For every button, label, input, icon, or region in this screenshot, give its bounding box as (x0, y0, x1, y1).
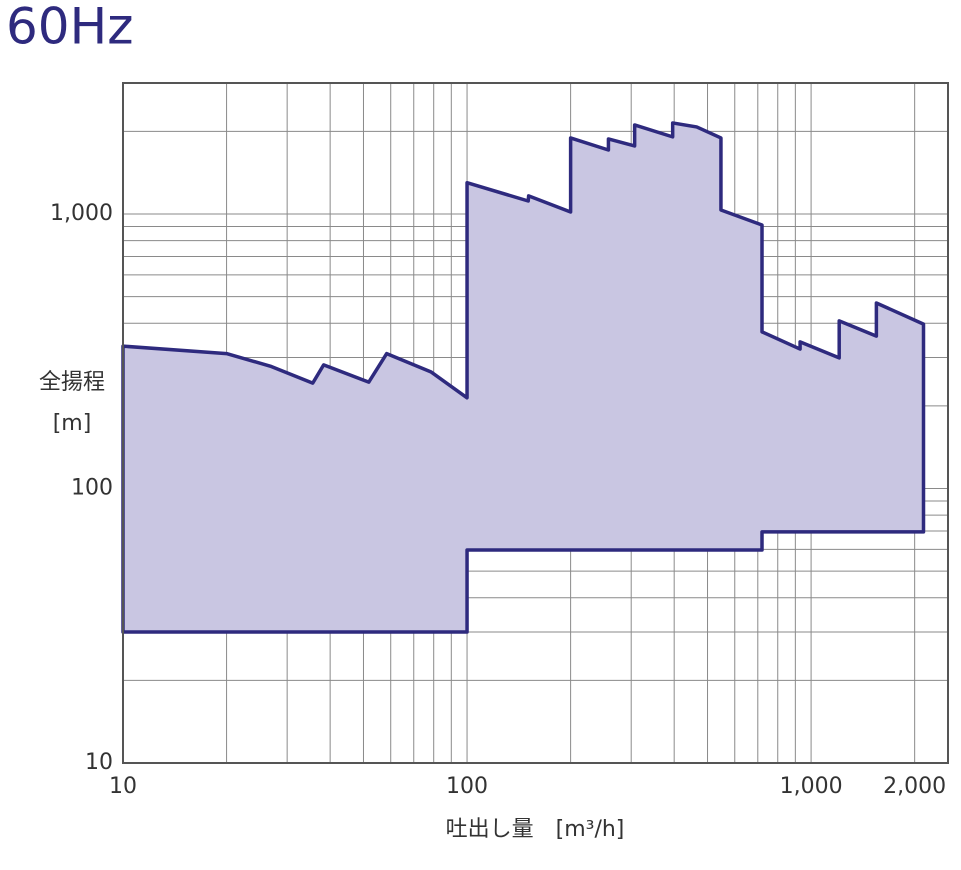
y-axis-label: [m] (53, 411, 92, 436)
range-area (121, 121, 926, 634)
y-tick-label: 10 (85, 750, 113, 775)
y-tick-label: 100 (71, 475, 113, 500)
plot-frame (122, 82, 949, 764)
x-axis-label: 吐出し量 [m³/h] (446, 817, 625, 842)
x-tick-label: 10 (109, 774, 137, 799)
chart-title: 60Hz (6, 0, 133, 56)
x-tick-label: 100 (446, 774, 488, 799)
y-tick-label: 1,000 (50, 201, 113, 226)
y-axis-label: 全揚程 (39, 370, 105, 395)
x-tick-label: 2,000 (883, 774, 946, 799)
x-tick-label: 1,000 (780, 774, 843, 799)
